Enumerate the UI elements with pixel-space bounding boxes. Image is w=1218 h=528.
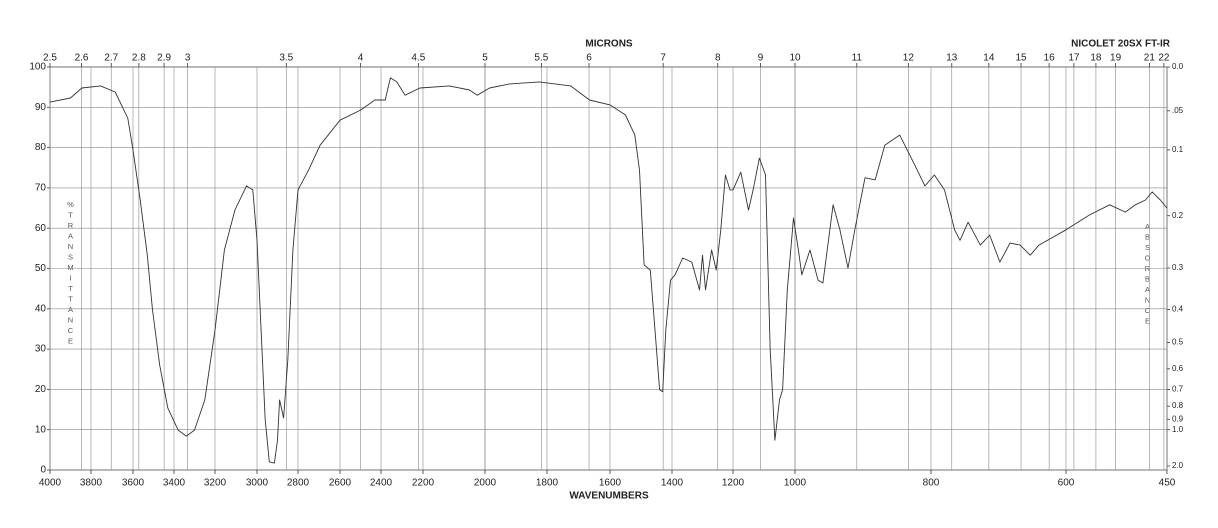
x2-tick-label: 18 bbox=[1090, 53, 1102, 64]
y2-tick-label: 0.2 bbox=[1172, 211, 1184, 220]
x2-tick-label: 22 bbox=[1158, 53, 1170, 64]
x2-tick-label: 9 bbox=[758, 53, 764, 64]
instrument-label: NICOLET 20SX FT-IR bbox=[1071, 39, 1171, 50]
y2-tick-label: 0.3 bbox=[1172, 263, 1184, 272]
y2-tick-label: 2.0 bbox=[1172, 461, 1184, 470]
y-tick-label: 90 bbox=[35, 102, 47, 113]
y2-axis-label: ABSORBANCE bbox=[1143, 222, 1152, 327]
x-tick-label: 2600 bbox=[329, 478, 352, 489]
y2-tick-label: 0.6 bbox=[1172, 364, 1184, 373]
x2-tick-label: 16 bbox=[1044, 53, 1056, 64]
y2-tick-label: 0.7 bbox=[1172, 385, 1184, 394]
x2-tick-label: 2.9 bbox=[157, 53, 171, 64]
x-tick-label: 2000 bbox=[474, 478, 497, 489]
x2-tick-label: 12 bbox=[903, 53, 915, 64]
y-tick-label: 40 bbox=[35, 303, 47, 314]
x2-tick-label: 14 bbox=[983, 53, 995, 64]
y-tick-label: 50 bbox=[35, 263, 47, 274]
x2-tick-label: 5 bbox=[482, 53, 488, 64]
x-tick-label: 3600 bbox=[122, 478, 145, 489]
x-tick-label: 3800 bbox=[80, 478, 103, 489]
y-tick-label: 100 bbox=[29, 62, 46, 73]
x2-tick-label: 10 bbox=[789, 53, 801, 64]
x2-tick-label: 15 bbox=[1015, 53, 1027, 64]
y2-tick-label: 1.0 bbox=[1172, 425, 1184, 434]
y2-tick-label: 0.4 bbox=[1172, 305, 1184, 314]
x2-tick-label: 5.5 bbox=[534, 53, 548, 64]
y2-tick-label: .05 bbox=[1172, 106, 1184, 115]
x-tick-label: 450 bbox=[1159, 478, 1176, 489]
x2-tick-label: 4 bbox=[358, 53, 364, 64]
y2-tick-label: 0.8 bbox=[1172, 401, 1184, 410]
x-tick-label: 3400 bbox=[163, 478, 186, 489]
x2-tick-label: 11 bbox=[852, 53, 863, 64]
x-tick-label: 1600 bbox=[599, 478, 622, 489]
y-tick-label: 20 bbox=[35, 384, 47, 395]
x2-tick-label: 3 bbox=[185, 53, 191, 64]
x2-tick-label: 13 bbox=[946, 53, 958, 64]
x2-tick-label: 2.6 bbox=[75, 53, 89, 64]
x-tick-label: 3000 bbox=[246, 478, 269, 489]
x-axis-label: WAVENUMBERS bbox=[569, 491, 649, 502]
x2-tick-label: 6 bbox=[586, 53, 592, 64]
x2-tick-label: 21 bbox=[1144, 53, 1156, 64]
x2-tick-label: 17 bbox=[1068, 53, 1080, 64]
x2-tick-label: 7 bbox=[660, 53, 666, 64]
x-tick-label: 4000 bbox=[39, 478, 62, 489]
x-tick-label: 3200 bbox=[204, 478, 227, 489]
y2-tick-label: 0.5 bbox=[1172, 338, 1184, 347]
y-axis-label: %TRANSMITTANCE bbox=[66, 200, 75, 347]
x-tick-label: 2200 bbox=[412, 478, 435, 489]
x-tick-label: 1800 bbox=[536, 478, 559, 489]
y-tick-label: 80 bbox=[35, 142, 47, 153]
y-tick-label: 0 bbox=[40, 465, 46, 476]
chart-title: MICRONS bbox=[585, 39, 633, 50]
x2-tick-label: 4.5 bbox=[411, 53, 425, 64]
x2-tick-label: 8 bbox=[715, 53, 721, 64]
x-tick-label: 800 bbox=[923, 478, 940, 489]
x2-tick-label: 2.8 bbox=[132, 53, 146, 64]
y2-tick-label: 0.0 bbox=[1172, 62, 1184, 71]
x2-tick-label: 2.5 bbox=[43, 53, 57, 64]
x-tick-label: 1000 bbox=[784, 478, 807, 489]
x2-tick-label: 3.5 bbox=[279, 53, 293, 64]
spectrum-line bbox=[49, 77, 1168, 464]
y-tick-label: 10 bbox=[35, 424, 47, 435]
y-tick-label: 30 bbox=[35, 344, 47, 355]
x2-tick-label: 2.7 bbox=[104, 53, 118, 64]
y2-tick-label: 0.1 bbox=[1172, 145, 1184, 154]
y2-tick-label: 0.9 bbox=[1172, 414, 1184, 423]
x-tick-label: 2800 bbox=[287, 478, 310, 489]
x2-tick-label: 19 bbox=[1110, 53, 1122, 64]
y-tick-label: 70 bbox=[35, 183, 47, 194]
x-tick-label: 1200 bbox=[722, 478, 745, 489]
x-tick-label: 2400 bbox=[370, 478, 393, 489]
y-tick-label: 60 bbox=[35, 223, 47, 234]
x-tick-label: 600 bbox=[1058, 478, 1075, 489]
x-tick-label: 1400 bbox=[661, 478, 684, 489]
